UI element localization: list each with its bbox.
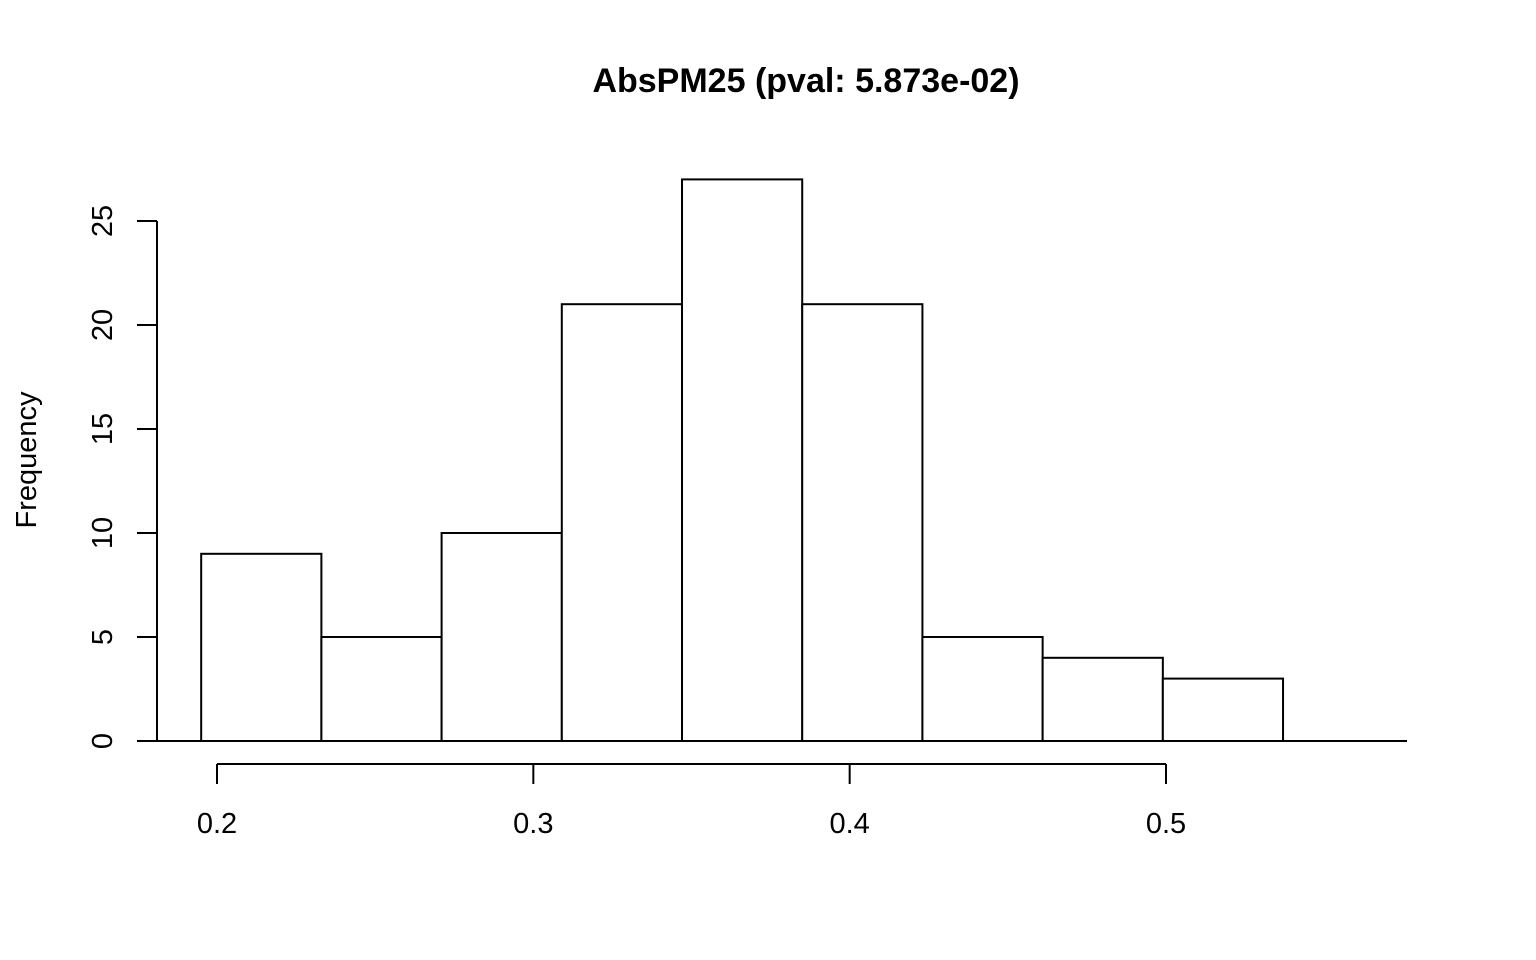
histogram-bar-4 <box>560 303 684 742</box>
histogram-bar-6 <box>801 303 924 742</box>
histogram-bar-3 <box>440 532 563 742</box>
histogram-bar-8 <box>1041 656 1164 742</box>
y-axis: 0 5 10 15 20 25 <box>87 205 158 749</box>
x-tick-label-0.2: 0.2 <box>197 808 237 840</box>
histogram-bar-5 <box>681 178 804 742</box>
histogram-bar-2 <box>320 636 443 742</box>
y-tick-label-20: 20 <box>87 309 119 341</box>
x-tick-label-0.3: 0.3 <box>513 808 553 840</box>
y-tick-label-0: 0 <box>87 733 119 749</box>
x-axis: 0.2 0.3 0.4 0.5 <box>197 763 1186 840</box>
y-axis-label: Frequency <box>11 391 43 529</box>
histogram-bar-9 <box>1161 677 1285 742</box>
y-tick-label-15: 15 <box>87 413 119 445</box>
x-tick-label-0.5: 0.5 <box>1146 808 1186 840</box>
histogram-bar-7 <box>921 636 1044 742</box>
y-tick-label-10: 10 <box>87 517 119 549</box>
histogram-bars <box>200 178 1285 742</box>
chart-title: AbsPM25 (pval: 5.873e-02) <box>592 62 1019 100</box>
y-tick-label-5: 5 <box>87 629 119 645</box>
x-tick-label-0.4: 0.4 <box>830 808 870 840</box>
y-tick-label-25: 25 <box>87 205 119 237</box>
histogram-bar-1 <box>200 552 323 742</box>
